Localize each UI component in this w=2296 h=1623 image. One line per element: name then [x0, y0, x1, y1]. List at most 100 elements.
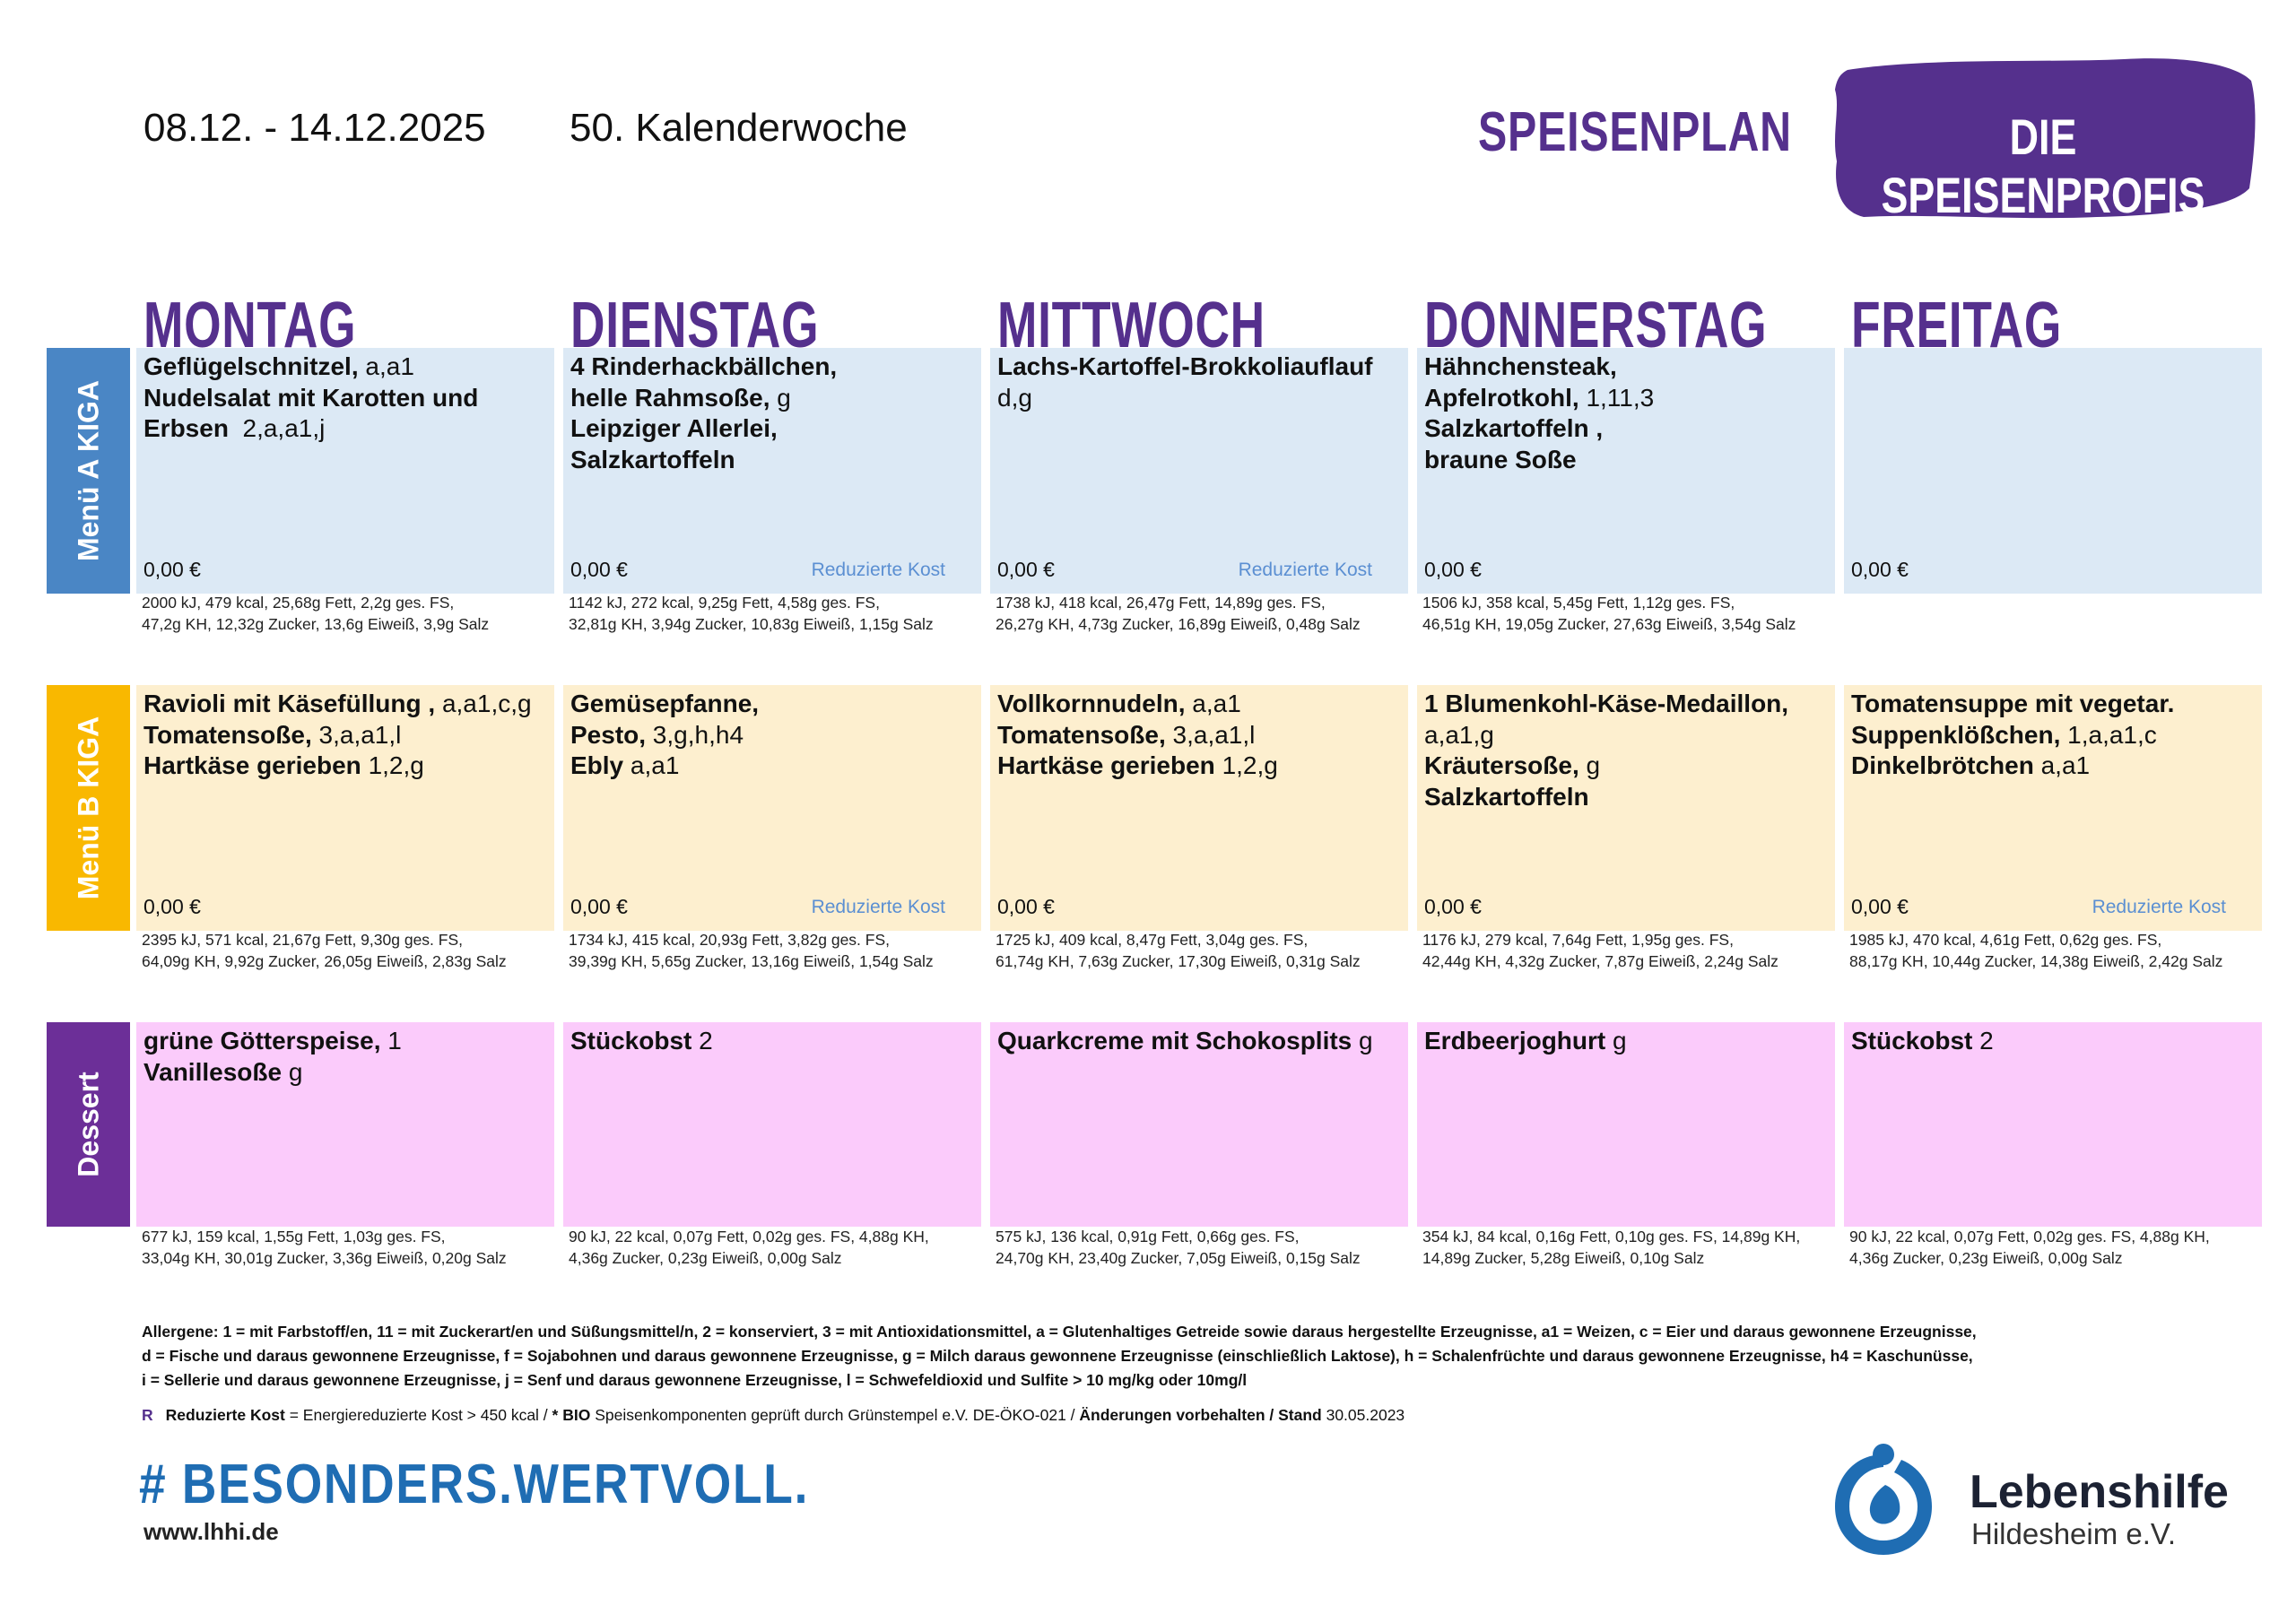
allergen-line: i = Sellerie und daraus gewonnene Erzeug… — [142, 1371, 1248, 1389]
nutrition-line: 32,81g KH, 3,94g Zucker, 10,83g Eiweiß, … — [569, 615, 934, 633]
dish-line: Salzkartoffeln — [570, 445, 974, 476]
nutrition-line: 1506 kJ, 358 kcal, 5,45g Fett, 1,12g ges… — [1422, 594, 1735, 612]
allergen-codes: 1,11,3 — [1578, 383, 1655, 412]
nutrition-line: 46,51g KH, 19,05g Zucker, 27,63g Eiweiß,… — [1422, 615, 1796, 633]
dish-description: 4 Rinderhackbällchen, helle Rahmsoße, g Le… — [570, 348, 974, 475]
dish-name: Tomatensoße, — [144, 720, 312, 749]
dish-name: 1 Blumenkohl-Käse-Medaillon, — [1424, 690, 1789, 717]
menu-cell: Quarkcreme mit Schokosplits g — [990, 1022, 1408, 1227]
dish-name: Pesto, — [570, 720, 647, 749]
allergen-line: Allergene: 1 = mit Farbstoff/en, 11 = mi… — [142, 1323, 1977, 1341]
org-name: Lebenshilfe — [1970, 1466, 2229, 1518]
hashtag-slogan: # BESONDERS.WERTVOLL. — [139, 1454, 810, 1515]
menu-cell: Gemüsepfanne, Pesto, 3,g,h,h4 Ebly a,a1 0,0… — [563, 685, 981, 931]
dish-line: Vollkornnudeln, a,a1 — [997, 689, 1401, 720]
reduced-diet-label: Reduzierte Kost — [1238, 560, 1372, 580]
nutrition-line: 42,44g KH, 4,32g Zucker, 7,87g Eiweiß, 2… — [1422, 952, 1779, 970]
dish-description: Erdbeerjoghurt g — [1424, 1022, 1828, 1057]
footnote-bio-label: * BIO — [552, 1406, 591, 1424]
dish-description: Vollkornnudeln, a,a1 Tomatensoße, 3,a,a1,… — [997, 685, 1401, 782]
price: 0,00 € — [1424, 895, 1482, 918]
dish-line: Hartkäse gerieben 1,2,g — [997, 751, 1401, 782]
price: 0,00 € — [570, 558, 628, 581]
footnote-marker: R — [142, 1406, 153, 1424]
allergen-codes: d,g — [997, 383, 1032, 412]
menu-cell: Vollkornnudeln, a,a1 Tomatensoße, 3,a,a1,… — [990, 685, 1408, 931]
nutrition-line: 90 kJ, 22 kcal, 0,07g Fett, 0,02g ges. F… — [569, 1228, 929, 1245]
dish-name: Erbsen — [144, 414, 229, 442]
dish-line: Hartkäse gerieben 1,2,g — [144, 751, 547, 782]
nutrition-line: 47,2g KH, 12,32g Zucker, 13,6g Eiweiß, 3… — [142, 615, 490, 633]
dish-name: Salzkartoffeln — [1424, 782, 1589, 811]
dish-name: Ebly — [570, 751, 624, 779]
header-date-range: 08.12. - 14.12.2025 — [144, 106, 486, 150]
dish-name: Quarkcreme mit Schokosplits — [997, 1027, 1352, 1055]
dish-name: Nudelsalat mit Karotten und — [144, 383, 479, 412]
dish-line: Ravioli mit Käsefüllung , a,a1,c,g — [144, 689, 547, 720]
nutrition-line: 1142 kJ, 272 kcal, 9,25g Fett, 4,58g ges… — [569, 594, 880, 612]
allergen-codes: 1,2,g — [361, 751, 424, 779]
dish-line: Tomatensoße, 3,a,a1,l — [997, 720, 1401, 751]
dish-line: Apfelrotkohl, 1,11,3 — [1424, 383, 1828, 414]
nutrition-info: 1142 kJ, 272 kcal, 9,25g Fett, 4,58g ges… — [569, 592, 996, 635]
dish-line: grüne Götterspeise, 1 — [144, 1026, 547, 1057]
dish-description: Geflügelschnitzel, a,a1 Nudelsalat mit Ka… — [144, 348, 547, 445]
dish-name: Kräutersoße, — [1424, 751, 1579, 779]
allergen-codes: 2,a,a1,j — [228, 414, 326, 442]
dish-description — [1851, 348, 2255, 352]
allergen-codes: a,a1,g — [1424, 720, 1494, 749]
nutrition-line: 677 kJ, 159 kcal, 1,55g Fett, 1,03g ges.… — [142, 1228, 446, 1245]
dish-name: Apfelrotkohl, — [1424, 383, 1579, 412]
dish-line: Quarkcreme mit Schokosplits g — [997, 1026, 1401, 1057]
menu-cell: Geflügelschnitzel, a,a1 Nudelsalat mit Ka… — [136, 348, 554, 594]
allergen-codes: a,a1 — [358, 352, 414, 380]
footnote: R Reduzierte Kost = Energiereduzierte Kos… — [142, 1406, 1405, 1425]
nutrition-line: 575 kJ, 136 kcal, 0,91g Fett, 0,66g ges.… — [996, 1228, 1300, 1245]
allergen-codes: a,a1 — [1185, 690, 1241, 717]
dish-description: Quarkcreme mit Schokosplits g — [997, 1022, 1401, 1057]
dish-description: Tomatensuppe mit vegetar. Suppenklößchen,… — [1851, 685, 2255, 782]
footnote-bio-text: Speisenkomponenten geprüft durch Grünste… — [590, 1406, 1080, 1424]
nutrition-line: 64,09g KH, 9,92g Zucker, 26,05g Eiweiß, … — [142, 952, 507, 970]
nutrition-info: 1734 kJ, 415 kcal, 20,93g Fett, 3,82g ge… — [569, 929, 996, 972]
reduced-diet-label: Reduzierte Kost — [2092, 897, 2226, 917]
dish-line: 4 Rinderhackbällchen, — [570, 352, 974, 383]
footnote-changes-label: Änderungen vorbehalten / Stand — [1079, 1406, 1322, 1424]
nutrition-line: 39,39g KH, 5,65g Zucker, 13,16g Eiweiß, … — [569, 952, 934, 970]
allergen-codes: g — [1605, 1027, 1627, 1055]
dish-description: grüne Götterspeise, 1 Vanillesoße g — [144, 1022, 547, 1088]
website-link[interactable]: www.lhhi.de — [144, 1518, 279, 1545]
dish-name: Leipziger Allerlei, — [570, 414, 778, 442]
dish-description: Hähnchensteak, Apfelrotkohl, 1,11,3 Salzka… — [1424, 348, 1828, 475]
menu-cell: Stückobst 2 — [1844, 1022, 2262, 1227]
dish-line: Stückobst 2 — [570, 1026, 974, 1057]
row-label: Menü B KIGA — [47, 685, 130, 931]
menu-cell: Lachs-Kartoffel-Brokkoliauflauf d,g 0,00 €… — [990, 348, 1408, 594]
price: 0,00 € — [1851, 558, 1909, 581]
nutrition-line: 354 kJ, 84 kcal, 0,16g Fett, 0,10g ges. … — [1422, 1228, 1801, 1245]
dish-description: Stückobst 2 — [1851, 1022, 2255, 1057]
allergen-codes: 3,a,a1,l — [1165, 720, 1256, 749]
allergen-codes: 1 — [380, 1027, 402, 1055]
nutrition-line: 1725 kJ, 409 kcal, 8,47g Fett, 3,04g ges… — [996, 931, 1309, 949]
page-title: SPEISENPLAN — [1478, 101, 1792, 163]
nutrition-info: 575 kJ, 136 kcal, 0,91g Fett, 0,66g ges.… — [996, 1226, 1422, 1269]
dish-name: Ravioli mit Käsefüllung , — [144, 690, 436, 717]
nutrition-line: 88,17g KH, 10,44g Zucker, 14,38g Eiweiß,… — [1849, 952, 2223, 970]
dish-line: Erdbeerjoghurt g — [1424, 1026, 1828, 1057]
nutrition-line: 4,36g Zucker, 0,23g Eiweiß, 0,00g Salz — [1849, 1249, 2123, 1267]
dish-line: braune Soße — [1424, 445, 1828, 476]
menu-cell: 4 Rinderhackbällchen, helle Rahmsoße, g Le… — [563, 348, 981, 594]
nutrition-line: 4,36g Zucker, 0,23g Eiweiß, 0,00g Salz — [569, 1249, 842, 1267]
dish-name: Vollkornnudeln, — [997, 690, 1186, 717]
menu-cell: 0,00 € — [1844, 348, 2262, 594]
dish-name: helle Rahmsoße, — [570, 383, 770, 412]
nutrition-line: 1738 kJ, 418 kcal, 26,47g Fett, 14,89g g… — [996, 594, 1326, 612]
dish-name: Tomatensuppe mit vegetar. — [1851, 690, 2175, 717]
menu-cell: Stückobst 2 — [563, 1022, 981, 1227]
dish-line: helle Rahmsoße, g — [570, 383, 974, 414]
dish-line: Nudelsalat mit Karotten und — [144, 383, 547, 414]
allergen-codes: 1,a,a1,c — [2060, 720, 2157, 749]
menu-cell: Hähnchensteak, Apfelrotkohl, 1,11,3 Salzka… — [1417, 348, 1835, 594]
nutrition-info: 1738 kJ, 418 kcal, 26,47g Fett, 14,89g g… — [996, 592, 1422, 635]
